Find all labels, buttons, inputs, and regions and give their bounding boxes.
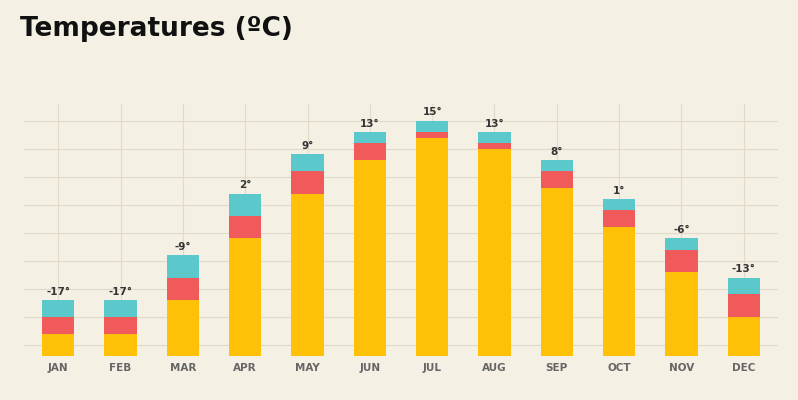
Bar: [229, 216, 262, 238]
Bar: [42, 317, 74, 334]
Bar: [728, 278, 760, 294]
Text: 13°: 13°: [484, 119, 504, 129]
Text: 15°: 15°: [422, 108, 442, 118]
Bar: [167, 300, 199, 356]
Bar: [229, 238, 262, 356]
Bar: [42, 334, 74, 356]
Bar: [666, 272, 697, 356]
Bar: [478, 143, 511, 149]
Bar: [229, 194, 262, 216]
Bar: [540, 160, 573, 171]
Bar: [42, 300, 74, 317]
Bar: [666, 238, 697, 250]
Text: -17°: -17°: [109, 287, 132, 297]
Text: Temperatures (ºC): Temperatures (ºC): [20, 16, 293, 42]
Bar: [603, 227, 635, 356]
Bar: [416, 138, 448, 356]
Text: 13°: 13°: [360, 119, 380, 129]
Bar: [416, 132, 448, 138]
Bar: [540, 171, 573, 188]
Bar: [540, 188, 573, 356]
Bar: [603, 210, 635, 227]
Bar: [728, 317, 760, 356]
Text: -9°: -9°: [175, 242, 191, 252]
Bar: [603, 199, 635, 210]
Bar: [354, 143, 386, 160]
Bar: [291, 194, 324, 356]
Bar: [291, 154, 324, 171]
Text: 9°: 9°: [302, 141, 314, 151]
Bar: [291, 171, 324, 194]
Bar: [478, 149, 511, 356]
Text: -13°: -13°: [732, 264, 756, 274]
Text: -6°: -6°: [674, 225, 689, 235]
Text: -17°: -17°: [46, 287, 70, 297]
Bar: [416, 121, 448, 132]
Bar: [105, 317, 136, 334]
Bar: [354, 160, 386, 356]
Text: 1°: 1°: [613, 186, 626, 196]
Bar: [354, 132, 386, 143]
Text: 2°: 2°: [239, 180, 251, 190]
Bar: [728, 294, 760, 317]
Bar: [478, 132, 511, 143]
Bar: [167, 278, 199, 300]
Bar: [167, 255, 199, 278]
Text: 8°: 8°: [551, 147, 563, 157]
Bar: [666, 250, 697, 272]
Bar: [105, 300, 136, 317]
Bar: [105, 334, 136, 356]
